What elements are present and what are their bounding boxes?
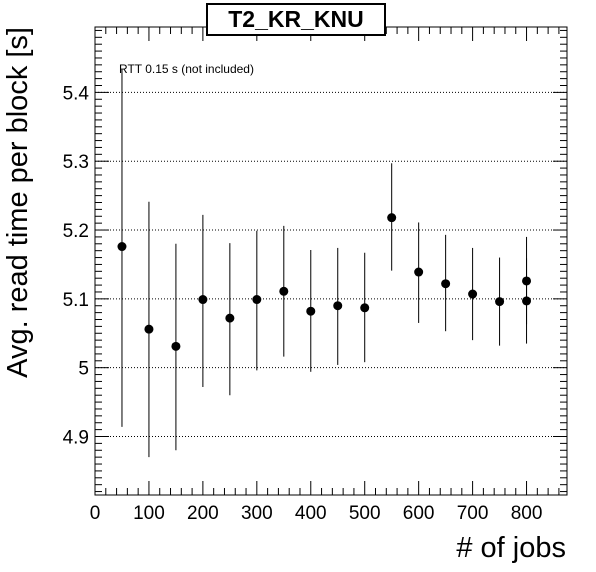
tick-layer xyxy=(94,27,567,495)
data-point xyxy=(279,286,289,296)
annotation-text: RTT 0.15 s (not included) xyxy=(119,62,254,76)
plot-frame xyxy=(94,26,568,496)
x-tick-label: 600 xyxy=(403,503,435,524)
y-tick-label: 5.1 xyxy=(63,290,89,311)
x-tick-label: 300 xyxy=(241,503,273,524)
data-point xyxy=(252,295,262,305)
y-axis-label: Avg. read time per block [s] xyxy=(2,27,34,378)
chart-title: T2_KR_KNU xyxy=(206,3,386,36)
x-tick-label: 800 xyxy=(511,503,543,524)
x-tick-label: 100 xyxy=(133,503,165,524)
x-tick-label: 400 xyxy=(295,503,327,524)
y-tick-labels: 4.9 5 5.1 5.2 5.3 5.4 xyxy=(63,83,90,448)
x-tick-labels: 0 100 200 300 400 500 600 700 800 xyxy=(90,503,543,524)
data-point xyxy=(414,267,424,277)
data-point xyxy=(171,341,181,351)
data-point xyxy=(333,301,343,311)
y-tick-label: 5.4 xyxy=(63,83,90,104)
data-point xyxy=(144,324,154,334)
data-point xyxy=(468,289,478,299)
data-point xyxy=(117,242,127,252)
data-point xyxy=(225,313,235,323)
data-point xyxy=(387,213,397,223)
x-tick-label: 500 xyxy=(349,503,381,524)
x-tick-label: 200 xyxy=(187,503,219,524)
grid-layer xyxy=(95,91,567,437)
data-point xyxy=(198,295,208,305)
y-tick-label: 5 xyxy=(78,359,89,380)
x-axis-label: # of jobs xyxy=(456,532,566,564)
x-tick-label: 0 xyxy=(90,503,101,524)
y-tick-label: 4.9 xyxy=(63,428,89,449)
data-point xyxy=(522,296,532,306)
data-point xyxy=(441,279,451,289)
data-point xyxy=(306,306,316,316)
y-tick-label: 5.2 xyxy=(63,221,89,242)
data-layer xyxy=(117,69,532,458)
data-point xyxy=(360,303,370,313)
x-tick-label: 700 xyxy=(457,503,489,524)
y-tick-label: 5.3 xyxy=(63,152,89,173)
data-point xyxy=(495,297,505,307)
